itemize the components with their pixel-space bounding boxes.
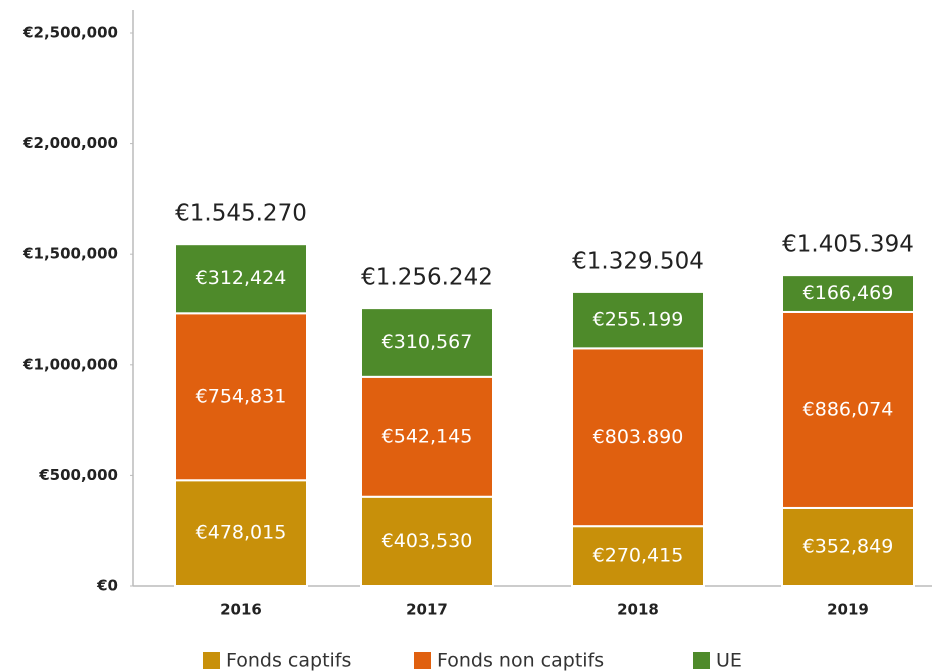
value-label: €803.890: [593, 426, 684, 448]
value-label: €312,424: [196, 267, 287, 289]
y-tick-label: €2,000,000: [22, 134, 118, 152]
value-label: €403,530: [382, 530, 473, 552]
bar-segment: [174, 312, 308, 482]
bar-segment: [781, 506, 915, 587]
value-label: €310,567: [382, 331, 473, 353]
bar-segment: [174, 479, 308, 588]
total-label: €1.329.504: [572, 248, 704, 274]
total-label: €1.545.270: [175, 201, 307, 227]
bar-segment: [571, 347, 705, 528]
legend-label: UE: [716, 650, 742, 671]
value-label: €478,015: [196, 522, 287, 544]
legend-swatch: [414, 652, 431, 669]
legend-label: Fonds non captifs: [437, 650, 604, 671]
value-label: €270,415: [593, 545, 684, 567]
bar-segment: [360, 375, 494, 498]
y-tick-label: €1,000,000: [22, 355, 118, 373]
bar-segment: [360, 495, 494, 587]
value-label: €542,145: [382, 425, 473, 447]
x-tick-label: 2016: [220, 601, 262, 619]
legend-label: Fonds captifs: [226, 650, 351, 671]
bar-segment: [781, 274, 915, 313]
y-tick-label: €0: [96, 577, 118, 595]
total-label: €1.405.394: [782, 232, 914, 258]
x-tick-label: 2017: [406, 601, 448, 619]
bar-segment: [174, 243, 308, 315]
value-label: €255.199: [593, 309, 684, 331]
legend-swatch: [693, 652, 710, 669]
y-tick-label: €1,500,000: [22, 245, 118, 263]
y-tick-label: €500,000: [38, 466, 118, 484]
value-label: €754,831: [196, 385, 287, 407]
value-label: €166,469: [803, 282, 894, 304]
bar-segment: [571, 290, 705, 350]
value-label: €886,074: [803, 398, 894, 420]
bar-segment: [360, 307, 494, 378]
y-tick-label: €2,500,000: [22, 24, 118, 42]
legend-swatch: [203, 652, 220, 669]
value-label: €352,849: [803, 535, 894, 557]
bar-segment: [781, 310, 915, 509]
total-label: €1.256.242: [361, 265, 493, 291]
x-tick-label: 2018: [617, 601, 659, 619]
x-tick-label: 2019: [827, 601, 869, 619]
